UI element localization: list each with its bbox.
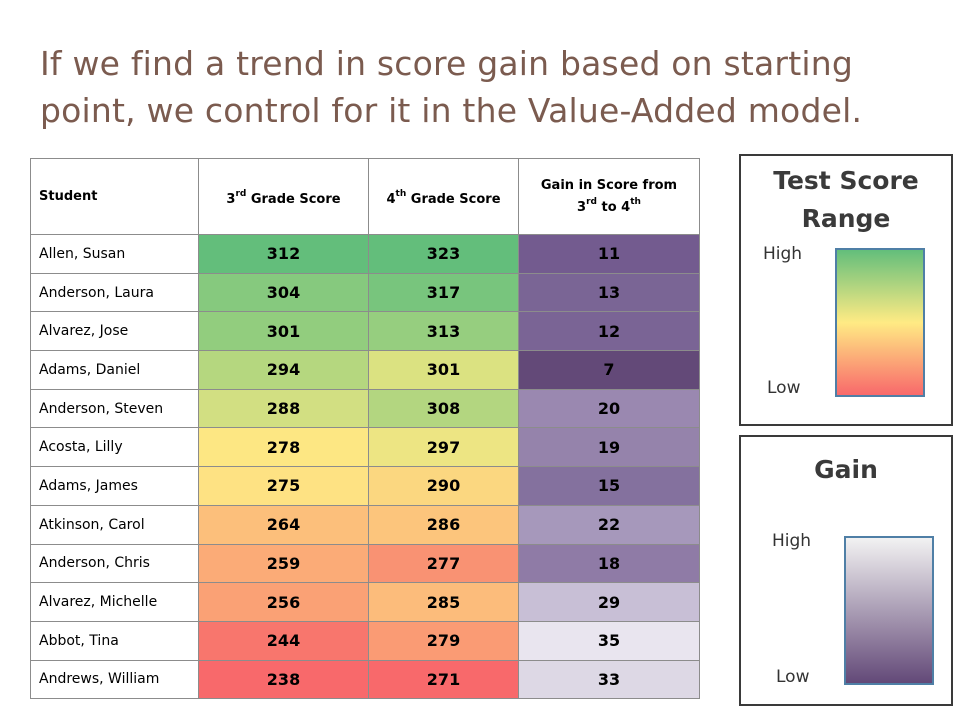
table-row: Adams, James 275 290 15 bbox=[30, 466, 700, 506]
grade3-score-cell: 294 bbox=[198, 350, 369, 390]
grade4-score-cell: 313 bbox=[368, 311, 519, 352]
grade3-score-cell: 312 bbox=[198, 234, 369, 274]
grade3-score-cell: 304 bbox=[198, 272, 369, 313]
legend-gain-title: Gain bbox=[814, 455, 878, 484]
table-row: Acosta, Lilly 278 297 19 bbox=[30, 427, 700, 468]
grade3-score-cell: 278 bbox=[198, 427, 369, 468]
grade4-score-cell: 317 bbox=[368, 272, 519, 313]
gain-cell: 22 bbox=[518, 504, 700, 545]
scores-table: Student 3rd Grade Score 4th Grade Score … bbox=[30, 158, 700, 700]
table-row: Allen, Susan 312 323 11 bbox=[30, 234, 700, 274]
grade3-score-cell: 238 bbox=[198, 659, 369, 700]
gain-cell: 29 bbox=[518, 582, 700, 622]
table-row: Alvarez, Michelle 256 285 29 bbox=[30, 582, 700, 622]
gain-legend: Gain High Low bbox=[739, 435, 953, 706]
legend-score-high: High bbox=[763, 244, 803, 264]
grade4-score-cell: 277 bbox=[368, 543, 519, 584]
gain-gradient-bar bbox=[844, 536, 934, 685]
table-header-row: Student 3rd Grade Score 4th Grade Score … bbox=[30, 158, 700, 235]
score-gradient-bar bbox=[835, 248, 925, 397]
header-gain: Gain in Score from 3rd to 4th bbox=[518, 158, 700, 235]
gain-cell: 18 bbox=[518, 543, 700, 584]
grade4-score-cell: 297 bbox=[368, 427, 519, 468]
table-row: Anderson, Steven 288 308 20 bbox=[30, 388, 700, 429]
grade4-score-cell: 308 bbox=[368, 388, 519, 429]
header-grade4: 4th Grade Score bbox=[368, 158, 519, 235]
student-name-cell: Alvarez, Michelle bbox=[30, 582, 199, 622]
grade4-score-cell: 301 bbox=[368, 350, 519, 390]
student-name-cell: Adams, James bbox=[30, 466, 199, 506]
grade4-score-cell: 279 bbox=[368, 620, 519, 661]
table-row: Anderson, Chris 259 277 18 bbox=[30, 543, 700, 584]
table-row: Adams, Daniel 294 301 7 bbox=[30, 350, 700, 390]
grade3-score-cell: 264 bbox=[198, 504, 369, 545]
grade4-score-cell: 323 bbox=[368, 234, 519, 274]
gain-cell: 11 bbox=[518, 234, 700, 274]
title-line-1: If we find a trend in score gain based o… bbox=[40, 44, 853, 83]
student-name-cell: Anderson, Laura bbox=[30, 272, 199, 313]
gain-cell: 13 bbox=[518, 272, 700, 313]
gain-cell: 33 bbox=[518, 659, 700, 700]
legend-score-title-line-1: Test Score bbox=[773, 166, 919, 195]
grade3-score-cell: 288 bbox=[198, 388, 369, 429]
legend-gain-high: High bbox=[772, 531, 812, 551]
header-student: Student bbox=[30, 158, 199, 235]
grade4-score-cell: 285 bbox=[368, 582, 519, 622]
legend-gain-low: Low bbox=[776, 667, 810, 687]
grade3-score-cell: 259 bbox=[198, 543, 369, 584]
table-row: Atkinson, Carol 264 286 22 bbox=[30, 504, 700, 545]
gain-cell: 35 bbox=[518, 620, 700, 661]
table-row: Andrews, William 238 271 33 bbox=[30, 659, 700, 700]
table-row: Abbot, Tina 244 279 35 bbox=[30, 620, 700, 661]
student-name-cell: Andrews, William bbox=[30, 659, 199, 700]
gain-cell: 7 bbox=[518, 350, 700, 390]
gain-cell: 19 bbox=[518, 427, 700, 468]
table-body: Allen, Susan 312 323 11 Anderson, Laura 304 31… bbox=[30, 234, 700, 700]
grade4-score-cell: 271 bbox=[368, 659, 519, 700]
table-row: Alvarez, Jose 301 313 12 bbox=[30, 311, 700, 352]
student-name-cell: Abbot, Tina bbox=[30, 620, 199, 661]
grade3-score-cell: 301 bbox=[198, 311, 369, 352]
student-name-cell: Anderson, Chris bbox=[30, 543, 199, 584]
title-line-2: point, we control for it in the Value-Ad… bbox=[40, 91, 863, 130]
student-name-cell: Atkinson, Carol bbox=[30, 504, 199, 545]
header-grade3: 3rd Grade Score bbox=[198, 158, 369, 235]
grade4-score-cell: 286 bbox=[368, 504, 519, 545]
gain-cell: 12 bbox=[518, 311, 700, 352]
grade3-score-cell: 256 bbox=[198, 582, 369, 622]
student-name-cell: Adams, Daniel bbox=[30, 350, 199, 390]
gain-cell: 15 bbox=[518, 466, 700, 506]
table-row: Anderson, Laura 304 317 13 bbox=[30, 272, 700, 313]
grade3-score-cell: 244 bbox=[198, 620, 369, 661]
student-name-cell: Anderson, Steven bbox=[30, 388, 199, 429]
test-score-range-legend: Test Score Range High Low bbox=[739, 154, 953, 426]
student-name-cell: Alvarez, Jose bbox=[30, 311, 199, 352]
student-name-cell: Allen, Susan bbox=[30, 234, 199, 274]
legend-score-title-line-2: Range bbox=[801, 204, 891, 233]
grade3-score-cell: 275 bbox=[198, 466, 369, 506]
grade4-score-cell: 290 bbox=[368, 466, 519, 506]
student-name-cell: Acosta, Lilly bbox=[30, 427, 199, 468]
gain-cell: 20 bbox=[518, 388, 700, 429]
slide-title: If we find a trend in score gain based o… bbox=[40, 40, 940, 134]
legend-score-low: Low bbox=[767, 378, 801, 398]
